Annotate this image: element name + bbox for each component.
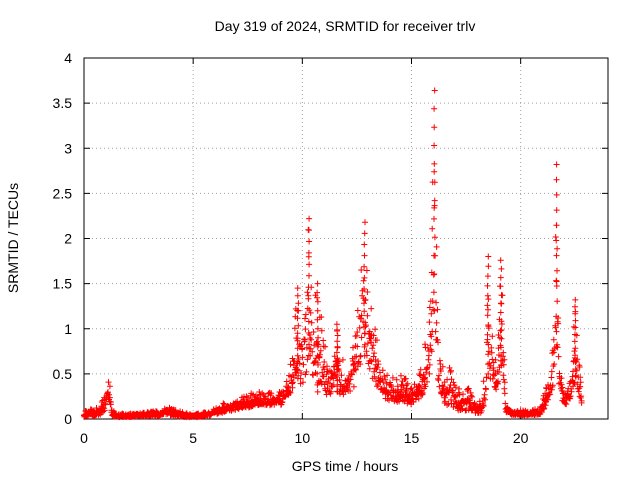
x-tick-label: 10 [295,430,311,446]
axis-ticks [83,57,608,420]
y-tick-label: 2 [64,231,72,247]
y-tick-label: 0 [64,411,72,427]
y-tick-label: 1 [64,321,72,337]
y-tick-label: 3.5 [53,95,73,111]
x-tick-label: 20 [513,430,529,446]
y-tick-label: 1.5 [53,276,73,292]
chart-title: Day 319 of 2024, SRMTID for receiver trl… [215,18,476,34]
data-markers [81,87,585,421]
grid [84,58,608,419]
plot-frame [83,57,609,420]
x-tick-label: 0 [80,430,88,446]
x-tick-label: 5 [189,430,197,446]
y-tick-label: 0.5 [53,366,73,382]
y-tick-label: 3 [64,140,72,156]
srmtid-markers [81,87,585,421]
y-axis-label: SRMTID / TECUs [5,183,21,293]
x-axis-label: GPS time / hours [292,458,399,474]
y-tick-label: 2.5 [53,185,73,201]
y-tick-label: 4 [64,50,72,66]
x-tick-label: 15 [404,430,420,446]
